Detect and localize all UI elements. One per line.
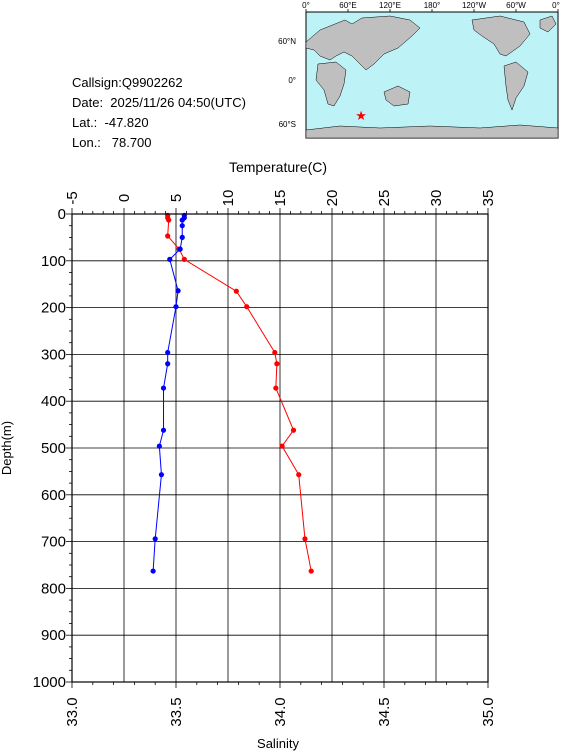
salinity-data-point xyxy=(181,215,187,221)
salinity-data-point xyxy=(175,288,181,294)
map-lat-label: 60°S xyxy=(279,120,296,129)
map-lon-label: 0° xyxy=(552,1,560,10)
temperature-data-point xyxy=(272,349,278,356)
salinity-data-point xyxy=(167,256,173,262)
date-text: Date: 2025/11/26 04:50(UTC) xyxy=(72,95,246,110)
temperature-tick-label: 0 xyxy=(116,194,133,202)
temperature-data-point xyxy=(273,385,279,391)
salinity-data-point xyxy=(165,349,171,356)
temperature-axis-label: Temperature(C) xyxy=(229,159,327,175)
salinity-data-point xyxy=(152,536,158,542)
location-map: 0° 60°E 120°E 180° 120°W 60°W 0° 60°N 0°… xyxy=(278,1,560,139)
map-lon-label: 120°E xyxy=(379,1,401,10)
temperature-data-point xyxy=(176,246,182,252)
salinity-data-point xyxy=(165,361,171,367)
chart-series xyxy=(150,212,314,574)
chart-grid xyxy=(71,213,489,683)
depth-tick-label: 300 xyxy=(41,346,66,363)
temperature-data-point xyxy=(302,536,308,542)
salinity-data-point xyxy=(181,212,187,219)
salinity-tick-labels: 33.0 33.5 34.0 34.5 35.0 xyxy=(64,697,497,726)
depth-axis-label: Depth(m) xyxy=(0,421,14,475)
salinity-data-point xyxy=(156,443,162,449)
temperature-data-point xyxy=(279,443,285,449)
temperature-data-point xyxy=(165,233,171,239)
temperature-data-point xyxy=(308,568,314,574)
salinity-data-point xyxy=(177,246,183,252)
callsign-text: Callsign:Q9902262 xyxy=(72,75,183,90)
map-lon-label: 0° xyxy=(302,1,310,10)
salinity-data-point xyxy=(179,234,185,240)
profile-info: Callsign:Q9902262 Date: 2025/11/26 04:50… xyxy=(72,73,246,153)
temperature-tick-label: 30 xyxy=(428,190,445,207)
depth-tick-label: 500 xyxy=(41,440,66,457)
salinity-tick-label: 34.0 xyxy=(272,697,289,726)
temperature-data-point xyxy=(181,256,187,262)
map-lon-label: 120°W xyxy=(462,1,487,10)
salinity-data-point xyxy=(179,217,185,223)
depth-tick-label: 600 xyxy=(41,487,66,504)
depth-tick-label: 200 xyxy=(41,300,66,317)
salinity-profile-line xyxy=(152,215,185,572)
depth-tick-label: 400 xyxy=(41,393,66,410)
temperature-tick-label: 35 xyxy=(480,190,497,207)
temperature-data-point xyxy=(244,304,250,310)
temperature-data-point xyxy=(165,212,171,219)
salinity-tick-label: 34.5 xyxy=(376,697,393,726)
temperature-data-point xyxy=(296,472,302,478)
temperature-tick-labels: -5 0 5 10 15 20 25 30 35 xyxy=(64,190,497,207)
depth-tick-labels: 0 100 200 300 400 500 600 700 800 900 1000 xyxy=(33,206,66,691)
salinity-data-point xyxy=(173,304,179,310)
chart-ticks xyxy=(66,208,489,688)
salinity-data-point xyxy=(150,568,156,574)
depth-tick-label: 0 xyxy=(58,206,66,223)
map-lat-label: 60°N xyxy=(278,37,296,46)
depth-tick-label: 1000 xyxy=(33,674,66,691)
map-ticks xyxy=(305,9,559,12)
salinity-data-point xyxy=(160,427,167,433)
depth-tick-label: 900 xyxy=(41,627,66,644)
temperature-tick-label: -5 xyxy=(64,191,81,204)
map-lon-label: 180° xyxy=(424,1,441,10)
temperature-tick-label: 5 xyxy=(168,194,185,202)
temperature-data-point xyxy=(290,427,297,433)
depth-tick-label: 800 xyxy=(41,580,66,597)
salinity-data-point xyxy=(158,472,165,478)
profile-location-marker: ★ xyxy=(355,108,367,123)
longitude-text: Lon.: 78.700 xyxy=(72,135,152,150)
salinity-tick-label: 33.0 xyxy=(64,697,81,726)
salinity-data-point xyxy=(179,223,185,229)
latitude-text: Lat.: -47.820 xyxy=(72,115,149,130)
temperature-tick-label: 25 xyxy=(376,190,393,207)
map-lon-label: 60°E xyxy=(339,1,356,10)
temperature-tick-label: 10 xyxy=(220,190,237,207)
salinity-data-point xyxy=(160,385,167,391)
temperature-profile-line xyxy=(167,215,312,572)
salinity-axis-label: Salinity xyxy=(257,736,299,751)
temperature-tick-label: 20 xyxy=(324,190,341,207)
plot-frame xyxy=(71,213,489,683)
temperature-data-point xyxy=(165,215,171,221)
temperature-data-point xyxy=(274,361,280,367)
salinity-tick-label: 35.0 xyxy=(480,697,497,726)
map-lat-label: 0° xyxy=(288,76,296,85)
map-lon-label: 60°W xyxy=(506,1,526,10)
salinity-tick-label: 33.5 xyxy=(168,697,185,726)
temperature-tick-label: 15 xyxy=(272,190,289,207)
depth-tick-label: 100 xyxy=(41,253,66,270)
depth-tick-label: 700 xyxy=(41,534,66,551)
temperature-data-point xyxy=(166,217,172,223)
temperature-data-point xyxy=(233,288,239,294)
